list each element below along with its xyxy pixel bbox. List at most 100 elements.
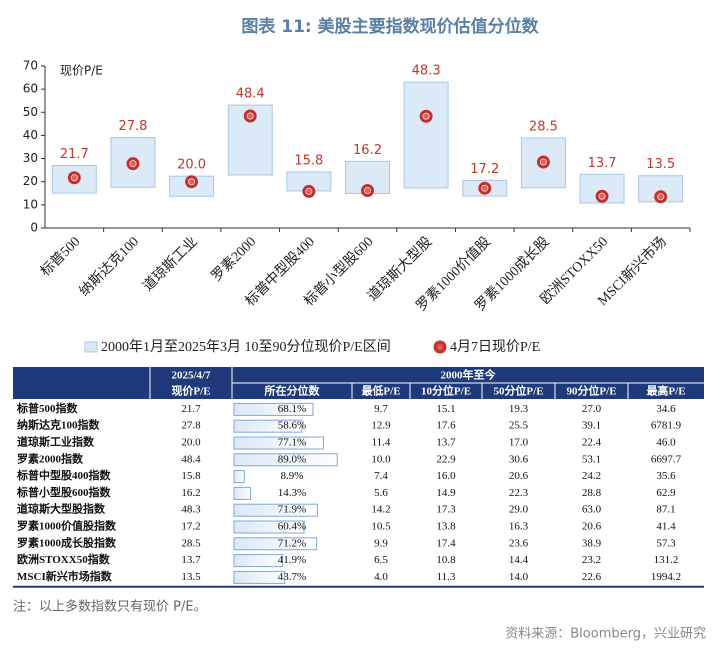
percentile-label: 14.3%	[278, 487, 306, 499]
table-cell: 17.4	[436, 537, 456, 549]
current-dot-ring	[364, 187, 371, 195]
table-cell: 14.4	[509, 554, 529, 566]
table-cell: 14.9	[436, 487, 456, 499]
y-tick-label: 70	[23, 59, 38, 73]
row-name: 罗素2000指数	[17, 451, 84, 465]
table-cell: 53.1	[582, 453, 601, 465]
table-cell: 62.9	[656, 487, 676, 499]
row-name: 标普小型股600指数	[16, 485, 111, 499]
table-cell: 14.0	[509, 571, 529, 583]
current-dot	[595, 189, 609, 203]
value-label: 48.3	[412, 64, 441, 79]
table-cell: 19.3	[509, 403, 529, 415]
table-cell: 13.7	[181, 554, 201, 566]
y-tick-label: 60	[23, 82, 38, 96]
table-cell: 25.5	[509, 420, 529, 432]
table-cell: 13.7	[436, 437, 456, 449]
y-tick-label: 50	[23, 105, 38, 119]
table-header: 所在分位数	[265, 384, 321, 398]
table-cell: 28.5	[181, 537, 201, 549]
value-label: 17.2	[470, 162, 499, 177]
table-cell: 13.5	[181, 571, 201, 583]
table-cell: 17.6	[436, 420, 456, 432]
table-cell: 6781.9	[651, 420, 682, 432]
percentile-label: 71.2%	[278, 537, 306, 549]
percentile-bar	[233, 486, 252, 500]
current-dot	[361, 184, 374, 198]
table-cell: 39.1	[582, 420, 601, 432]
table-cell: 17.0	[509, 437, 529, 449]
legend-label: 4月7日现价P/E	[450, 339, 540, 355]
table-cell: 16.0	[436, 470, 456, 482]
row-name: 标普中型股400指数	[16, 468, 111, 482]
value-label: 21.7	[60, 147, 89, 162]
value-label: 15.8	[294, 153, 323, 168]
current-dot	[478, 181, 492, 195]
y-tick-label: 20	[23, 174, 38, 188]
legend-dot	[433, 340, 447, 354]
current-dot-ring	[657, 193, 665, 201]
percentile-bar	[233, 419, 303, 433]
table-cell: 29.0	[509, 504, 529, 516]
table-cell: 27.8	[181, 420, 201, 432]
y-tick-label: 0	[30, 221, 38, 235]
current-dot-ring	[598, 192, 606, 200]
table-cell: 22.9	[436, 453, 456, 465]
x-tick-label: 标普500	[37, 234, 83, 280]
percentile-bar	[233, 537, 318, 551]
table-cell: 35.6	[656, 470, 676, 482]
percentile-bar	[233, 520, 305, 534]
current-dot-ring	[188, 178, 196, 186]
table-header: 2000年至今	[441, 368, 497, 382]
table-cell: 48.3	[181, 504, 201, 516]
x-tick-label: 纳斯达克100	[76, 234, 142, 300]
current-dot-ring	[305, 187, 313, 195]
table-header: 现价P/E	[171, 385, 210, 398]
note: 注：以上多数指数只有现价 P/E。	[13, 599, 207, 615]
table-cell: 20.0	[181, 437, 201, 449]
table-cell: 28.8	[582, 487, 602, 499]
range-bar	[403, 81, 449, 189]
percentile-bar	[233, 470, 245, 484]
value-label: 20.0	[177, 158, 206, 173]
current-dot	[67, 171, 81, 185]
table-cell: 6.5	[374, 554, 388, 566]
table-cell: 27.0	[582, 403, 602, 415]
table-cell: 12.9	[371, 420, 391, 432]
table-cell: 6697.7	[651, 453, 682, 465]
percentile-bar	[233, 554, 284, 568]
table-cell: 17.2	[181, 521, 200, 533]
table-cell: 24.2	[582, 470, 601, 482]
percentile-label: 89.0%	[278, 453, 306, 465]
table-cell: 16.2	[181, 487, 200, 499]
row-name: 道琼斯工业指数	[17, 435, 95, 449]
table-cell: 15.1	[436, 403, 455, 415]
table-cell: 38.9	[582, 537, 602, 549]
current-dot	[126, 157, 140, 171]
table-cell: 131.2	[654, 554, 679, 566]
table-cell: 48.4	[181, 453, 201, 465]
y-tick-label: 30	[23, 151, 38, 165]
percentile-label: 41.9%	[278, 554, 306, 566]
current-dot-ring	[129, 160, 137, 168]
row-name: 道琼斯大型股指数	[17, 502, 106, 516]
table-cell: 20.6	[509, 470, 529, 482]
current-dot-ring	[70, 174, 78, 182]
percentile-bar	[233, 503, 318, 517]
table-cell: 16.3	[509, 521, 529, 533]
source: 资料来源：Bloomberg，兴业研究	[505, 627, 706, 642]
table-cell: 22.4	[582, 437, 602, 449]
current-dot	[302, 184, 316, 198]
x-tick-label: 罗素2000	[208, 234, 259, 285]
table-cell: 22.3	[509, 487, 529, 499]
table-cell: 10.5	[371, 521, 391, 533]
table-cell: 17.3	[436, 504, 456, 516]
table-cell: 41.4	[656, 521, 676, 533]
table-cell: 21.7	[181, 403, 201, 415]
table-cell: 7.4	[374, 470, 388, 482]
table-cell: 57.3	[656, 537, 676, 549]
legend-label: 2000年1月至2025年3月 10至90分位现价P/E区间	[101, 339, 391, 355]
y-tick-label: 10	[23, 197, 38, 211]
table-header: 最高P/E	[646, 384, 685, 398]
